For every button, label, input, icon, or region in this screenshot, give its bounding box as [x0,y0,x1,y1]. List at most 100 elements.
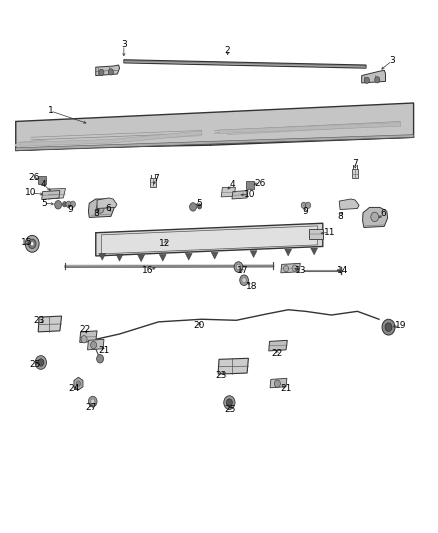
Text: 15: 15 [21,238,32,247]
Polygon shape [269,341,287,351]
Circle shape [305,202,311,208]
Text: 9: 9 [67,205,73,214]
Circle shape [31,241,34,246]
Circle shape [198,204,202,209]
Text: 8: 8 [93,209,99,218]
Text: 13: 13 [295,266,307,275]
Text: 3: 3 [121,41,127,50]
Text: 5: 5 [197,199,202,208]
Circle shape [236,264,240,270]
Polygon shape [221,188,236,197]
Polygon shape [138,255,145,262]
Text: 10: 10 [244,190,255,199]
Text: 2: 2 [225,46,230,55]
Polygon shape [97,198,117,208]
Circle shape [91,342,97,349]
Polygon shape [88,340,104,350]
Polygon shape [99,253,106,260]
Circle shape [274,380,280,387]
Text: 7: 7 [352,159,358,168]
Polygon shape [185,253,192,260]
Circle shape [283,265,289,272]
Polygon shape [48,189,66,199]
Text: 6: 6 [106,204,112,213]
Circle shape [55,200,62,209]
Text: 9: 9 [303,207,308,216]
Text: 14: 14 [336,266,348,275]
Polygon shape [218,358,248,374]
Text: 27: 27 [86,403,97,412]
Text: 22: 22 [79,325,91,334]
Polygon shape [16,103,413,150]
Circle shape [66,201,71,207]
Text: 22: 22 [272,349,283,358]
Polygon shape [352,169,358,178]
Circle shape [28,239,36,248]
Polygon shape [96,65,120,76]
Polygon shape [219,123,401,134]
Text: 23: 23 [215,371,227,380]
Text: 24: 24 [68,384,80,393]
Polygon shape [285,249,292,256]
Polygon shape [281,263,300,273]
Circle shape [70,201,75,207]
Polygon shape [311,248,318,255]
Circle shape [292,265,297,271]
Text: 12: 12 [159,239,171,248]
Circle shape [371,212,378,222]
Text: 26: 26 [254,179,266,188]
Circle shape [226,399,233,406]
Circle shape [81,336,87,343]
Polygon shape [88,199,114,217]
Text: 16: 16 [142,266,153,275]
Circle shape [301,202,306,208]
Polygon shape [150,178,156,187]
Polygon shape [363,207,388,228]
Circle shape [97,354,103,363]
Circle shape [91,399,95,404]
Polygon shape [101,226,318,254]
Text: 26: 26 [28,173,39,182]
Text: 5: 5 [41,199,47,208]
Circle shape [25,236,39,252]
Text: 1: 1 [47,107,53,116]
Circle shape [96,204,104,213]
Polygon shape [116,254,123,261]
Circle shape [38,359,44,366]
Polygon shape [270,378,287,388]
Circle shape [364,77,370,84]
Circle shape [242,278,246,283]
Polygon shape [339,199,359,209]
Polygon shape [232,191,248,199]
Circle shape [374,77,380,83]
Text: 17: 17 [237,266,248,275]
Text: 8: 8 [337,212,343,221]
Circle shape [76,381,81,386]
Polygon shape [38,316,62,332]
Polygon shape [80,331,97,342]
Circle shape [63,201,67,207]
Polygon shape [16,135,413,150]
Text: 20: 20 [194,321,205,330]
Text: 10: 10 [25,188,37,197]
Polygon shape [211,252,218,259]
Circle shape [35,356,46,369]
Polygon shape [20,131,202,146]
Text: 21: 21 [280,384,292,393]
Circle shape [108,69,113,75]
Polygon shape [159,254,166,261]
Text: 21: 21 [99,346,110,356]
Circle shape [385,323,392,332]
Circle shape [234,262,243,272]
Text: 23: 23 [34,316,45,325]
Text: 4: 4 [229,180,235,189]
Text: 25: 25 [224,406,236,415]
Circle shape [88,396,97,407]
Text: 11: 11 [324,228,335,237]
Circle shape [99,69,104,76]
Polygon shape [96,223,323,256]
Text: 7: 7 [153,174,159,183]
Polygon shape [74,377,83,390]
Bar [246,181,254,189]
Polygon shape [42,191,60,199]
